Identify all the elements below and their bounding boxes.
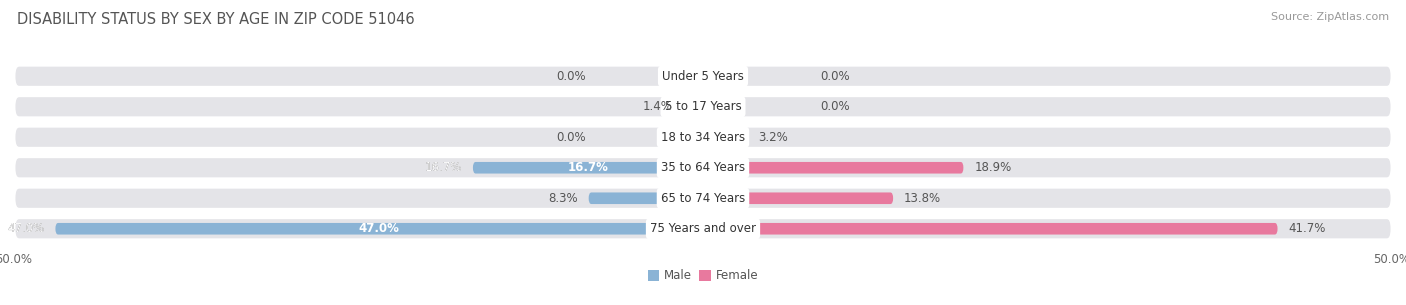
- Text: 16.7%: 16.7%: [568, 161, 609, 174]
- FancyBboxPatch shape: [14, 218, 1392, 240]
- Text: 0.0%: 0.0%: [820, 100, 849, 113]
- Text: 0.0%: 0.0%: [557, 131, 586, 144]
- FancyBboxPatch shape: [14, 126, 1392, 148]
- FancyBboxPatch shape: [703, 162, 963, 174]
- FancyBboxPatch shape: [55, 223, 703, 235]
- Text: 0.0%: 0.0%: [820, 70, 849, 83]
- FancyBboxPatch shape: [14, 157, 1392, 179]
- Text: 8.3%: 8.3%: [548, 192, 578, 205]
- Text: 47.0%: 47.0%: [359, 222, 399, 235]
- Text: 5 to 17 Years: 5 to 17 Years: [665, 100, 741, 113]
- Text: DISABILITY STATUS BY SEX BY AGE IN ZIP CODE 51046: DISABILITY STATUS BY SEX BY AGE IN ZIP C…: [17, 12, 415, 27]
- Text: 65 to 74 Years: 65 to 74 Years: [661, 192, 745, 205]
- Text: 16.7%: 16.7%: [425, 161, 461, 174]
- FancyBboxPatch shape: [14, 96, 1392, 118]
- Text: 75 Years and over: 75 Years and over: [650, 222, 756, 235]
- Text: 13.8%: 13.8%: [904, 192, 941, 205]
- Text: 41.7%: 41.7%: [1289, 222, 1326, 235]
- Text: Source: ZipAtlas.com: Source: ZipAtlas.com: [1271, 12, 1389, 22]
- FancyBboxPatch shape: [703, 223, 1278, 235]
- FancyBboxPatch shape: [683, 101, 703, 113]
- FancyBboxPatch shape: [703, 192, 893, 204]
- Text: 16.7%: 16.7%: [425, 161, 461, 174]
- FancyBboxPatch shape: [589, 192, 703, 204]
- Text: 0.0%: 0.0%: [557, 70, 586, 83]
- FancyBboxPatch shape: [14, 187, 1392, 209]
- Text: 1.4%: 1.4%: [643, 100, 672, 113]
- Text: Under 5 Years: Under 5 Years: [662, 70, 744, 83]
- Text: 18 to 34 Years: 18 to 34 Years: [661, 131, 745, 144]
- FancyBboxPatch shape: [703, 131, 747, 143]
- FancyBboxPatch shape: [14, 65, 1392, 87]
- Text: 3.2%: 3.2%: [758, 131, 787, 144]
- Text: 47.0%: 47.0%: [7, 222, 45, 235]
- Text: 47.0%: 47.0%: [7, 222, 45, 235]
- Legend: Male, Female: Male, Female: [643, 265, 763, 287]
- Text: 18.9%: 18.9%: [974, 161, 1012, 174]
- Text: 35 to 64 Years: 35 to 64 Years: [661, 161, 745, 174]
- FancyBboxPatch shape: [472, 162, 703, 174]
